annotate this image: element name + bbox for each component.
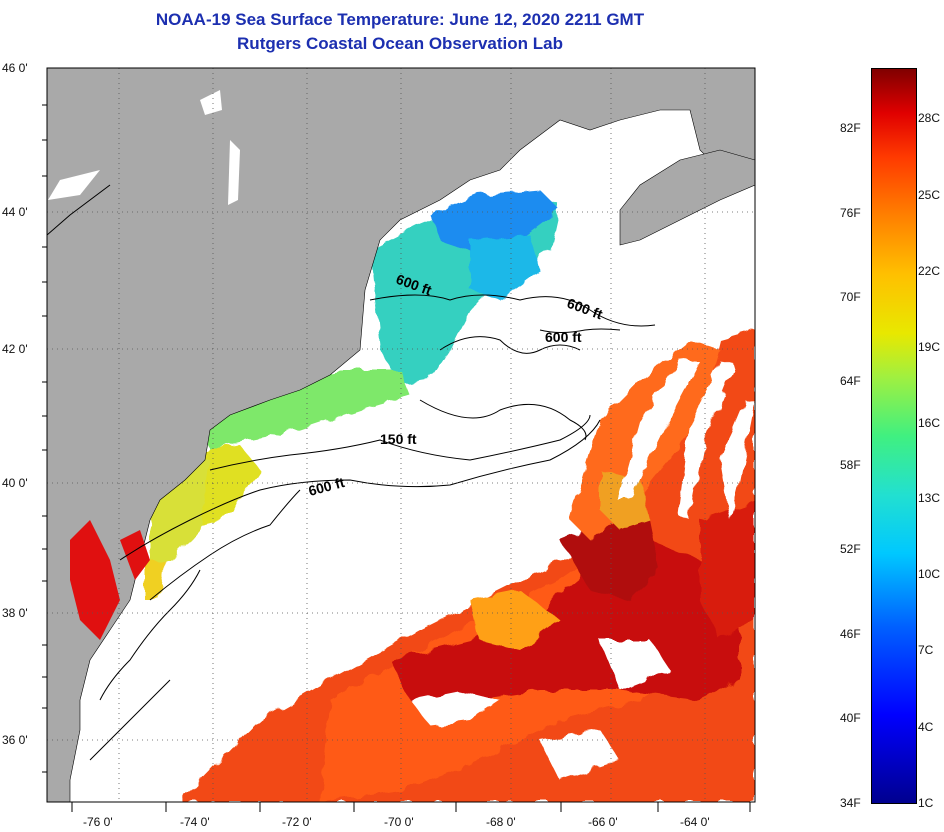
cloud-streaks	[410, 360, 755, 780]
estuary-warm	[70, 520, 150, 640]
colorbar-c-label: 22C	[918, 264, 941, 278]
temperature-colorbar	[871, 68, 917, 804]
colorbar-c-label: 10C	[918, 567, 941, 581]
lat-label: 42 0'	[2, 342, 28, 356]
map-subtitle: Rutgers Coastal Ocean Observation Lab	[237, 34, 563, 53]
map-frame	[46, 67, 756, 803]
colorbar-f-label: 34F	[840, 796, 861, 810]
colorbar-c-label: 16C	[918, 416, 941, 430]
colorbar-f-label: 40F	[840, 711, 861, 725]
bathymetry-contours	[47, 184, 656, 761]
graticule	[47, 68, 755, 802]
land-mass	[47, 68, 755, 802]
lon-label: -66 0'	[588, 815, 618, 829]
lon-label: -76 0'	[83, 815, 113, 829]
lon-label: -72 0'	[282, 815, 312, 829]
lat-label: 44 0'	[2, 205, 28, 219]
colorbar-f-label: 46F	[840, 627, 861, 641]
contour-label: 150 ft	[380, 431, 417, 447]
lon-label: -70 0'	[384, 815, 414, 829]
lat-label: 38 0'	[2, 606, 28, 620]
colorbar-c-label: 13C	[918, 491, 941, 505]
colorbar-c-label: 28C	[918, 111, 941, 125]
colorbar-c-label: 1C	[918, 796, 934, 810]
colorbar-c-label: 4C	[918, 720, 934, 734]
colorbar-c-label: 25C	[918, 188, 941, 202]
lon-label: -74 0'	[180, 815, 210, 829]
colorbar-f-label: 82F	[840, 121, 861, 135]
lat-label: 40 0'	[2, 476, 28, 490]
lon-label: -68 0'	[486, 815, 516, 829]
colorbar-c-label: 7C	[918, 643, 934, 657]
colorbar-f-label: 76F	[840, 206, 861, 220]
land-cloud-holes	[48, 90, 240, 205]
lat-label: 46 0'	[2, 61, 28, 75]
contour-label: 600 ft	[545, 329, 582, 345]
colorbar-f-label: 52F	[840, 542, 861, 556]
colorbar-f-label: 64F	[840, 374, 861, 388]
colorbar-f-label: 58F	[840, 458, 861, 472]
shelf-water-region	[48, 190, 560, 600]
colorbar-c-label: 19C	[918, 340, 941, 354]
map-title: NOAA-19 Sea Surface Temperature: June 12…	[155, 10, 645, 29]
lon-label: -64 0'	[680, 815, 710, 829]
colorbar-f-label: 70F	[840, 290, 861, 304]
lat-label: 36 0'	[2, 733, 28, 747]
axis-ticks	[42, 104, 751, 812]
